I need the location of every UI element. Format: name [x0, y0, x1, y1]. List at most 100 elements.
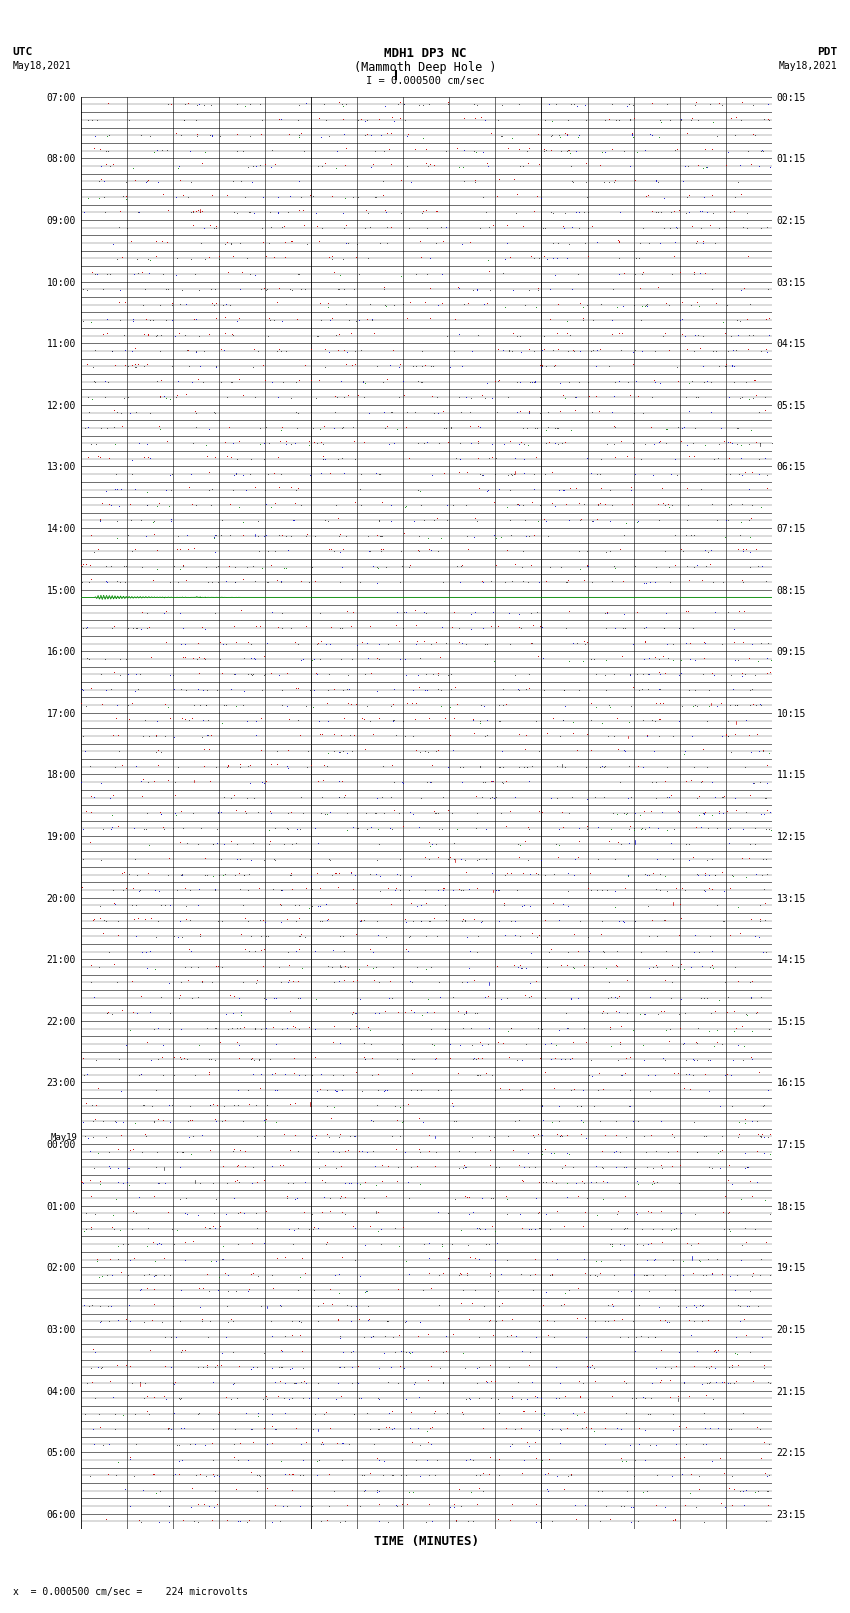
Point: [712, 90, 726, 116]
Point: [500, 1187, 513, 1213]
Point: [349, 921, 363, 947]
Point: [706, 1386, 720, 1411]
Point: [420, 1447, 434, 1473]
Point: [393, 569, 406, 595]
Point: [446, 877, 460, 903]
Point: [137, 723, 150, 748]
Point: [369, 1153, 382, 1179]
Point: [446, 492, 460, 518]
Point: [308, 1124, 321, 1150]
Point: [307, 1277, 320, 1303]
Point: [513, 952, 527, 977]
Point: [411, 1153, 424, 1179]
Point: [580, 184, 593, 210]
Point: [704, 953, 717, 979]
Point: [702, 1371, 716, 1397]
Point: [254, 1294, 268, 1319]
Point: [431, 676, 445, 702]
Point: [380, 366, 394, 392]
Point: [559, 616, 573, 642]
Point: [104, 676, 117, 702]
Point: [182, 353, 196, 379]
Point: [418, 289, 432, 315]
Point: [763, 1121, 777, 1147]
Point: [523, 816, 536, 842]
Point: [700, 198, 713, 224]
Point: [505, 1431, 518, 1457]
Point: [741, 336, 755, 361]
Point: [229, 694, 242, 719]
Point: [753, 908, 767, 934]
Point: [640, 723, 654, 748]
Point: [734, 1187, 748, 1213]
Point: [507, 923, 521, 948]
Point: [586, 213, 599, 239]
Point: [394, 1094, 407, 1119]
Point: [475, 908, 489, 934]
Point: [297, 1355, 310, 1381]
Point: [536, 353, 549, 379]
Point: [369, 861, 382, 887]
Point: [404, 1415, 417, 1440]
Point: [332, 505, 345, 531]
Point: [546, 1263, 559, 1289]
Point: [169, 184, 183, 210]
Point: [102, 369, 116, 395]
Point: [308, 1016, 321, 1042]
Point: [716, 784, 729, 810]
Point: [320, 1077, 333, 1103]
Point: [385, 1398, 399, 1424]
Point: [672, 415, 685, 440]
Point: [508, 661, 522, 687]
Point: [143, 400, 156, 426]
Point: [696, 1431, 710, 1457]
Point: [664, 831, 677, 857]
Point: [514, 1415, 528, 1440]
Point: [206, 831, 219, 857]
Point: [219, 631, 233, 656]
Point: [211, 553, 224, 579]
Point: [421, 1368, 434, 1394]
Point: [323, 798, 337, 824]
Point: [696, 1292, 710, 1318]
Point: [621, 863, 635, 889]
Point: [476, 1478, 490, 1503]
Point: [363, 708, 377, 734]
Point: [259, 523, 273, 548]
Point: [572, 677, 586, 703]
Point: [170, 382, 184, 408]
Point: [479, 1368, 492, 1394]
Point: [304, 366, 318, 392]
Point: [624, 1432, 638, 1458]
Point: [538, 984, 552, 1010]
Point: [277, 1121, 291, 1147]
Point: [204, 1092, 218, 1118]
Point: [728, 647, 742, 673]
Point: [483, 1137, 496, 1163]
Point: [362, 539, 376, 565]
Point: [280, 660, 294, 686]
Point: [139, 816, 153, 842]
Point: [638, 1124, 651, 1150]
Point: [364, 861, 377, 887]
Point: [722, 723, 735, 748]
Point: [564, 1045, 577, 1071]
Point: [280, 431, 293, 456]
Point: [603, 692, 616, 718]
Point: [521, 150, 535, 176]
Point: [465, 1124, 479, 1150]
Point: [517, 539, 530, 565]
Point: [247, 200, 261, 226]
Point: [301, 753, 314, 779]
Point: [691, 152, 705, 177]
Point: [95, 490, 109, 516]
Point: [196, 968, 209, 994]
Point: [263, 431, 276, 456]
Point: [259, 415, 273, 440]
Point: [318, 1169, 332, 1195]
Point: [322, 1124, 336, 1150]
Point: [688, 553, 701, 579]
Point: [423, 305, 437, 331]
Point: [169, 261, 183, 287]
Point: [177, 1139, 190, 1165]
